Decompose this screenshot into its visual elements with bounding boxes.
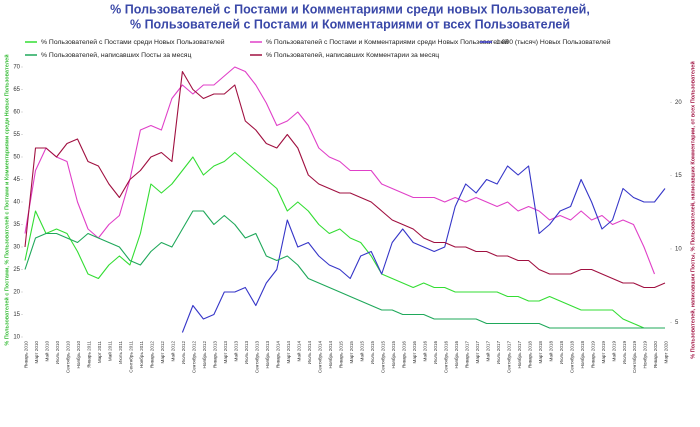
- x-tick-label: Март 2017: [475, 341, 480, 364]
- x-tick-label: Июль 2010: [55, 341, 60, 365]
- x-tick-label: Март 2011: [97, 341, 102, 364]
- x-tick-label: Январь 2010: [24, 341, 29, 369]
- x-tick-label: Март 2016: [412, 341, 417, 364]
- x-tick-label: Сентябрь 2014: [317, 341, 322, 374]
- y-tick-label: 40: [13, 200, 20, 206]
- x-tick-label: Июль 2015: [370, 341, 375, 365]
- y2-tick-label: 10: [675, 247, 682, 253]
- x-tick-label: Сентябрь 2016: [443, 341, 448, 374]
- x-tick-label: Сентябрь 2019: [632, 341, 637, 374]
- x-tick-label: Март 2015: [349, 341, 354, 364]
- x-tick-label: Май 2019: [610, 341, 616, 362]
- x-tick-label: Июль 2017: [496, 341, 501, 365]
- x-tick-label: Март 2013: [223, 341, 228, 364]
- y-tick-label: 50: [13, 155, 20, 161]
- y2-tick-label: 5: [675, 320, 679, 326]
- y2-tick-label: 15: [675, 173, 682, 179]
- x-tick-label: Май 2018: [547, 341, 553, 362]
- x-tick-label: Март 2018: [538, 341, 543, 364]
- x-tick-label: Июль 2013: [244, 341, 249, 365]
- x-tick-label: Ноябрь 2015: [391, 341, 396, 369]
- x-tick-label: Март 2012: [160, 341, 165, 364]
- x-tick-label: Май 2016: [421, 341, 427, 362]
- y-tick-label: 70: [13, 65, 20, 71]
- x-tick-label: Январь 2018: [527, 341, 532, 369]
- x-tick-label: Ноябрь 2013: [265, 341, 270, 369]
- y-tick-label: 55: [13, 132, 20, 138]
- y-tick-label: 65: [13, 87, 20, 93]
- chart-title: % Пользователей с Постами и Комментариям…: [110, 2, 590, 16]
- x-tick-label: Январь 2012: [150, 341, 155, 369]
- x-tick-label: Январь 2019: [590, 341, 595, 369]
- x-tick-label: Январь 2013: [213, 341, 218, 369]
- y2-axis-label: % Пользователей, написавших Посты, % Пол…: [689, 61, 696, 358]
- y-tick-label: 60: [13, 110, 20, 116]
- x-tick-label: Сентябрь 2013: [255, 341, 260, 374]
- x-tick-label: Сентябрь 2015: [380, 341, 385, 374]
- x-tick-label: Январь 2014: [276, 341, 281, 369]
- y-tick-label: 45: [13, 177, 20, 183]
- x-tick-label: Сентябрь 2010: [66, 341, 71, 374]
- x-tick-label: Июль 2019: [622, 341, 627, 365]
- y-tick-label: 10: [13, 335, 20, 341]
- x-tick-label: Июль 2011: [118, 341, 123, 364]
- series-line: [24, 210, 665, 329]
- y-tick-label: 35: [13, 222, 20, 228]
- x-tick-label: Июль 2018: [559, 341, 564, 365]
- x-tick-label: Март 2010: [34, 341, 39, 364]
- x-tick-label: Ноябрь 2016: [454, 341, 459, 369]
- y-tick-label: 20: [13, 290, 20, 296]
- legend-label: % Пользователей с Постами среди Новых По…: [41, 38, 225, 46]
- x-tick-label: Май 2010: [44, 341, 50, 362]
- x-tick-label: Январь 2017: [464, 341, 469, 369]
- x-tick-label: Март 2020: [664, 341, 669, 364]
- x-tick-label: Сентябрь 2018: [569, 341, 574, 374]
- x-tick-label: Март 2019: [601, 341, 606, 364]
- x-tick-label: Ноябрь 2012: [202, 341, 207, 369]
- x-tick-label: Ноябрь 2011: [139, 341, 144, 369]
- x-tick-label: Ноябрь 2010: [76, 341, 81, 369]
- chart-title: % Пользователей с Постами и Комментариям…: [130, 17, 570, 31]
- x-tick-label: Май 2013: [233, 341, 239, 362]
- series-line: [24, 66, 656, 275]
- series-line: [24, 70, 666, 289]
- x-tick-label: Ноябрь 2018: [580, 341, 585, 369]
- legend-label: 1 000 (тысяч) Новых Пользователей: [496, 38, 611, 46]
- x-tick-label: Май 2012: [170, 341, 176, 362]
- x-tick-label: Май 2011: [107, 341, 113, 362]
- x-tick-label: Июль 2012: [181, 341, 186, 365]
- x-tick-label: Ноябрь 2017: [517, 341, 522, 369]
- x-tick-label: Ноябрь 2019: [643, 341, 648, 369]
- x-tick-label: Ноябрь 2014: [328, 341, 333, 369]
- x-tick-label: Январь 2016: [401, 341, 406, 369]
- y-tick-label: 15: [13, 312, 20, 318]
- series-line: [181, 165, 666, 333]
- y-tick-label: 30: [13, 245, 20, 251]
- x-tick-label: Март 2014: [286, 341, 291, 364]
- y2-tick-label: 20: [675, 100, 682, 106]
- x-tick-label: Январь 2015: [338, 341, 343, 369]
- series-line: [24, 151, 665, 329]
- y-tick-label: 25: [13, 267, 20, 273]
- legend-label: % Пользователей, написавших Посты за мес…: [41, 51, 191, 59]
- x-tick-label: Июль 2016: [433, 341, 438, 365]
- legend-label: % Пользователей, написавших Комментарии …: [266, 51, 439, 59]
- x-tick-label: Май 2014: [296, 341, 302, 362]
- legend-label: % Пользователей с Постами и Комментариям…: [266, 38, 509, 46]
- x-tick-label: Сентябрь 2017: [506, 341, 511, 374]
- x-tick-label: Сентябрь 2011: [129, 341, 134, 373]
- x-tick-label: Январь 2011: [87, 341, 92, 368]
- x-tick-label: Январь 2020: [653, 341, 658, 369]
- x-tick-label: Сентябрь 2012: [192, 341, 197, 374]
- x-tick-label: Июль 2014: [307, 341, 312, 365]
- x-tick-label: Май 2015: [358, 341, 364, 362]
- x-tick-label: Май 2017: [484, 341, 490, 362]
- y-axis-label: % Пользователей с Постами, % Пользовател…: [3, 54, 10, 345]
